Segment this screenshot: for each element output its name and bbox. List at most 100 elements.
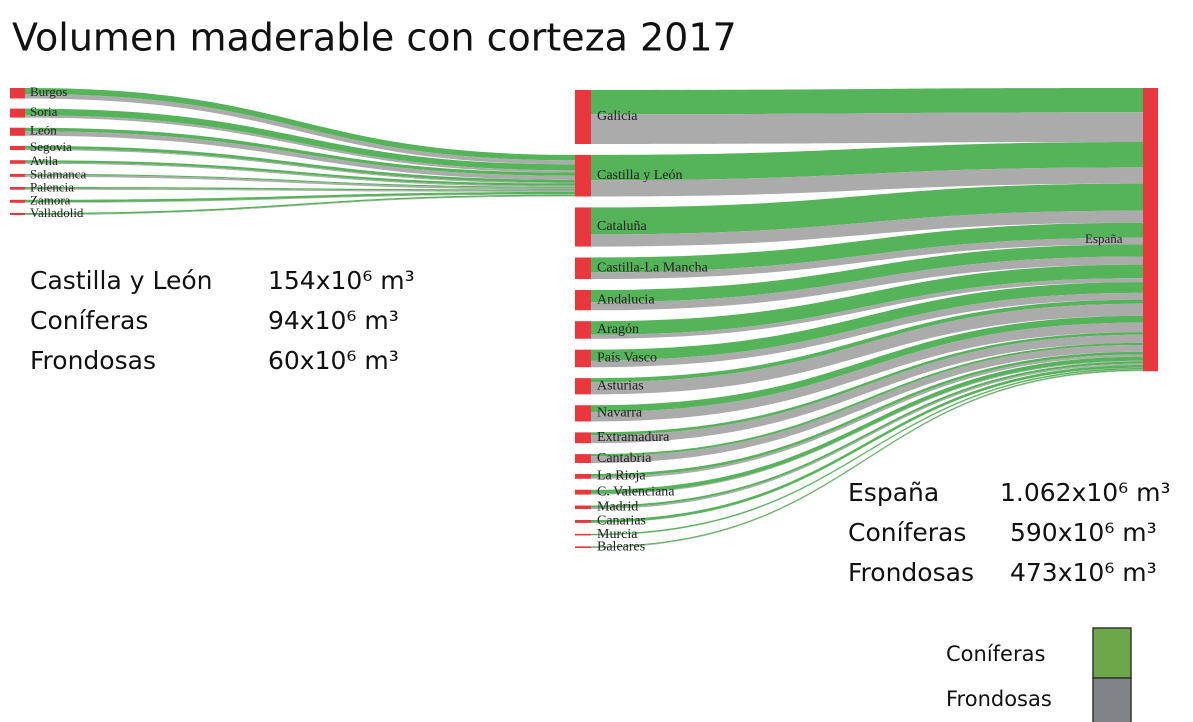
flow: [591, 237, 1143, 280]
node-label: Cataluña: [597, 219, 648, 234]
node-label: Castilla-La Mancha: [597, 261, 709, 276]
flow: [591, 354, 1143, 479]
node: [575, 454, 591, 464]
flow: [25, 94, 575, 165]
flow: [25, 127, 575, 176]
node: [575, 546, 591, 548]
legend-swatch: [1092, 677, 1132, 722]
node-label: La Rioja: [597, 469, 646, 484]
flow: [591, 256, 1143, 311]
node: [575, 257, 591, 280]
node: [10, 88, 25, 99]
node-label: Madrid: [597, 499, 638, 514]
node-label: Zamora: [30, 192, 71, 207]
stat-value: 94x10⁶ m³: [268, 306, 399, 335]
flow: [25, 115, 575, 173]
node: [575, 207, 591, 247]
node: [575, 290, 591, 311]
flow: [591, 332, 1143, 436]
node-label: Asturias: [597, 378, 644, 393]
node: [575, 90, 591, 144]
node: [10, 187, 25, 190]
flow: [591, 363, 1143, 510]
node-label: Cantabria: [597, 451, 652, 466]
node-label: León: [30, 123, 57, 138]
stat-value: 60x10⁶ m³: [268, 346, 399, 375]
node-label: Navarra: [597, 406, 643, 421]
node: [10, 108, 25, 118]
flow: [591, 360, 1143, 495]
node-label: Galicia: [597, 109, 638, 124]
legend-swatch: [1092, 627, 1132, 679]
node: [575, 405, 591, 422]
flow: [25, 173, 575, 188]
node: [575, 473, 591, 479]
flow: [591, 365, 1143, 523]
flow: [591, 322, 1143, 422]
node-label: Salamanca: [30, 166, 87, 181]
node-label: España: [1085, 231, 1123, 246]
flow: [591, 244, 1143, 303]
node-label: Extramadura: [597, 430, 670, 445]
node-label: Burgos: [30, 84, 67, 99]
flow: [591, 167, 1143, 197]
node-label: Andalucia: [597, 292, 655, 307]
flow: [591, 315, 1143, 413]
flow: [591, 222, 1143, 273]
node-label: País Vasco: [597, 351, 657, 366]
flow: [25, 188, 575, 192]
node: [10, 160, 25, 164]
flow: [25, 108, 575, 171]
flow: [591, 369, 1143, 536]
node-label: Segovia: [30, 139, 72, 154]
node-label: Soria: [30, 104, 58, 119]
stat-label: Frondosas: [30, 346, 156, 375]
flow: [591, 351, 1143, 477]
flow: [591, 183, 1143, 235]
node: [10, 127, 25, 136]
flow: [591, 278, 1143, 339]
flow: [25, 194, 575, 215]
flow: [25, 131, 575, 180]
flow: [25, 191, 575, 203]
flow: [591, 345, 1143, 464]
flow: [25, 194, 575, 203]
node: [575, 505, 591, 510]
node-label: Aragón: [597, 322, 639, 337]
node: [575, 321, 591, 339]
flow: [591, 370, 1143, 548]
node: [575, 489, 591, 495]
flow: [591, 292, 1143, 368]
stat-value: 590x10⁶ m³: [1010, 518, 1157, 547]
node-label: Canarias: [597, 514, 646, 529]
node-label: Castilla y León: [597, 168, 683, 183]
flow: [25, 145, 575, 183]
flow: [591, 334, 1143, 444]
flow: [591, 210, 1143, 247]
flow: [25, 148, 575, 184]
flow: [591, 142, 1143, 181]
flow: [591, 282, 1143, 361]
node: [10, 212, 25, 215]
node-label: C. Valenciana: [597, 484, 675, 499]
flow: [591, 342, 1143, 457]
legend-label: Coníferas: [946, 642, 1045, 666]
stat-value: 473x10⁶ m³: [1010, 558, 1157, 587]
flow: [25, 195, 575, 215]
flow: [591, 303, 1143, 395]
node: [575, 519, 591, 523]
flow: [591, 361, 1143, 508]
flow: [591, 112, 1143, 144]
node-label: Palencia: [30, 179, 74, 194]
node-label: Murcia: [597, 527, 638, 542]
node: [575, 378, 591, 395]
node-label: Avila: [30, 153, 58, 168]
flow: [591, 369, 1143, 548]
node: [10, 199, 25, 203]
stat-value: 154x10⁶ m³: [268, 266, 415, 295]
legend-label: Frondosas: [946, 687, 1052, 711]
stat-label: España: [848, 478, 939, 507]
stat-label: Coníferas: [30, 306, 148, 335]
flow: [25, 175, 575, 190]
